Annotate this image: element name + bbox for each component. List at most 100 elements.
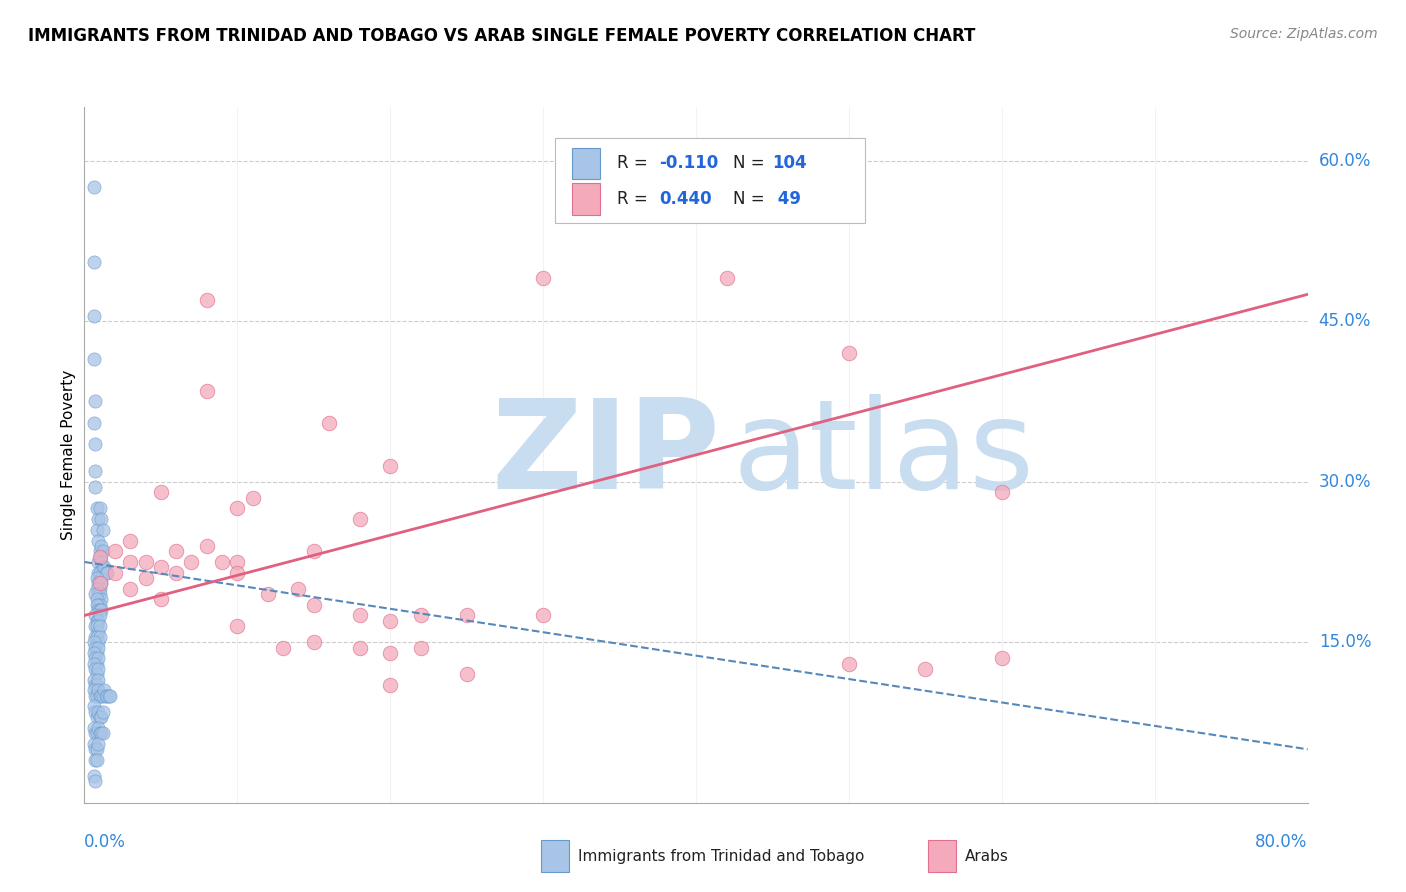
Point — [94, 566, 117, 580]
Point — [149, 485, 172, 500]
Point — [83, 683, 105, 698]
Point — [838, 346, 860, 360]
Point — [318, 416, 340, 430]
Point — [94, 689, 117, 703]
Point — [87, 705, 110, 719]
Point — [380, 678, 402, 692]
Point — [89, 566, 111, 580]
Point — [87, 662, 110, 676]
Point — [91, 689, 114, 703]
Point — [89, 619, 111, 633]
Point — [86, 753, 108, 767]
Point — [226, 501, 249, 516]
Text: atlas: atlas — [733, 394, 1035, 516]
Point — [90, 710, 112, 724]
Point — [716, 271, 738, 285]
Point — [90, 571, 112, 585]
Point — [149, 592, 172, 607]
Point — [83, 769, 105, 783]
Point — [83, 351, 105, 366]
Point — [93, 560, 115, 574]
Point — [89, 582, 111, 596]
Point — [531, 271, 554, 285]
Point — [87, 555, 110, 569]
Point — [83, 699, 105, 714]
Point — [86, 742, 108, 756]
Point — [86, 614, 108, 628]
Point — [349, 640, 371, 655]
Point — [83, 657, 105, 671]
Point — [84, 705, 107, 719]
Point — [84, 464, 107, 478]
Point — [86, 710, 108, 724]
Point — [96, 566, 118, 580]
Text: 15.0%: 15.0% — [1319, 633, 1371, 651]
Point — [89, 726, 111, 740]
Point — [84, 742, 107, 756]
Point — [380, 614, 402, 628]
Point — [83, 737, 105, 751]
Text: Source: ZipAtlas.com: Source: ZipAtlas.com — [1230, 27, 1378, 41]
Point — [84, 774, 107, 789]
Point — [104, 544, 127, 558]
Point — [87, 721, 110, 735]
Point — [87, 624, 110, 639]
Point — [89, 544, 111, 558]
Point — [84, 689, 107, 703]
Point — [380, 458, 402, 473]
Point — [380, 646, 402, 660]
Point — [91, 523, 114, 537]
Point — [86, 657, 108, 671]
Point — [86, 630, 108, 644]
Point — [97, 689, 120, 703]
Point — [302, 598, 325, 612]
Point — [90, 512, 112, 526]
Point — [86, 598, 108, 612]
Point — [86, 646, 108, 660]
Point — [83, 635, 105, 649]
Text: N =: N = — [733, 154, 769, 172]
Point — [226, 566, 249, 580]
Point — [98, 689, 121, 703]
Point — [287, 582, 309, 596]
Text: 104: 104 — [772, 154, 807, 172]
Point — [87, 512, 110, 526]
Point — [271, 640, 294, 655]
Point — [104, 566, 127, 580]
Text: Immigrants from Trinidad and Tobago: Immigrants from Trinidad and Tobago — [578, 849, 865, 863]
Text: 0.440: 0.440 — [659, 190, 711, 208]
Point — [165, 566, 187, 580]
Point — [84, 437, 107, 451]
Point — [84, 651, 107, 665]
Point — [135, 555, 157, 569]
Point — [87, 587, 110, 601]
Point — [89, 630, 111, 644]
Text: IMMIGRANTS FROM TRINIDAD AND TOBAGO VS ARAB SINGLE FEMALE POVERTY CORRELATION CH: IMMIGRANTS FROM TRINIDAD AND TOBAGO VS A… — [28, 27, 976, 45]
Point — [349, 608, 371, 623]
Text: Arabs: Arabs — [965, 849, 1008, 863]
Point — [257, 587, 280, 601]
Point — [83, 673, 105, 687]
Point — [86, 726, 108, 740]
Point — [226, 555, 249, 569]
Point — [89, 608, 111, 623]
Point — [302, 635, 325, 649]
Point — [90, 603, 112, 617]
Point — [91, 726, 114, 740]
Point — [120, 555, 142, 569]
Point — [531, 608, 554, 623]
Point — [84, 587, 107, 601]
Point — [90, 689, 112, 703]
Point — [409, 640, 432, 655]
Point — [89, 689, 111, 703]
Point — [83, 255, 105, 269]
Point — [86, 689, 108, 703]
Point — [991, 485, 1014, 500]
Point — [456, 667, 478, 681]
Point — [86, 582, 108, 596]
Point — [149, 560, 172, 574]
Point — [87, 576, 110, 591]
Point — [86, 678, 108, 692]
Point — [89, 587, 111, 601]
Point — [83, 309, 105, 323]
